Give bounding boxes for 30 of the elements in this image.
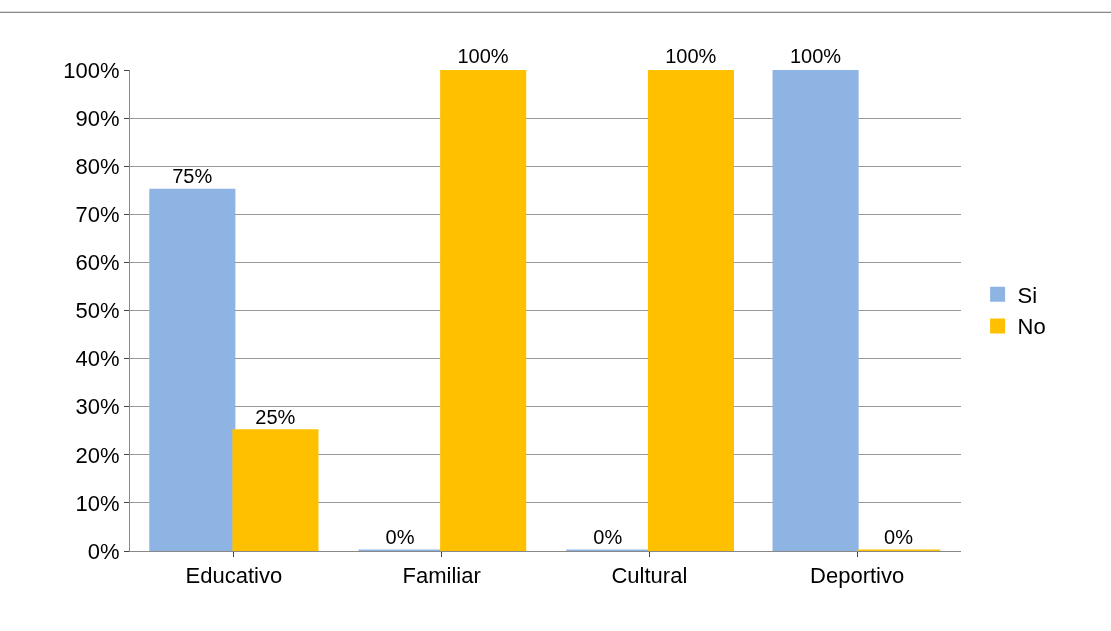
bar [440,70,527,551]
data-label: 25% [255,405,296,428]
y-tick-label: 50% [75,298,120,324]
y-tick-label: 0% [87,538,120,564]
y-tick-label: 90% [75,105,120,131]
bar [149,188,236,551]
data-label: 75% [172,165,213,188]
y-tick-label: 70% [75,202,120,227]
y-tick-label: 30% [75,394,120,420]
y-tick-label: 10% [75,490,120,516]
x-tick-label: Deportivo [810,563,905,589]
bar [772,70,859,551]
legend-label: No [1017,314,1046,340]
y-tick-label: 40% [75,346,120,372]
legend-label: Si [1017,282,1038,308]
x-tick-label: Cultural [611,563,688,589]
y-tick-label: 60% [75,250,120,276]
data-label: 0% [593,526,623,548]
data-label: 0% [884,526,914,548]
x-tick-label: Educativo [185,563,283,589]
data-label: 100% [457,45,509,67]
y-tick-label: 100% [63,57,120,83]
data-label: 100% [789,45,842,67]
bar [232,429,319,551]
y-tick-label: 80% [75,153,120,179]
data-label: 100% [665,45,717,67]
data-label: 0% [385,526,415,548]
x-tick-label: Familiar [402,563,481,589]
y-tick-label: 20% [75,442,120,468]
bar [647,70,734,551]
